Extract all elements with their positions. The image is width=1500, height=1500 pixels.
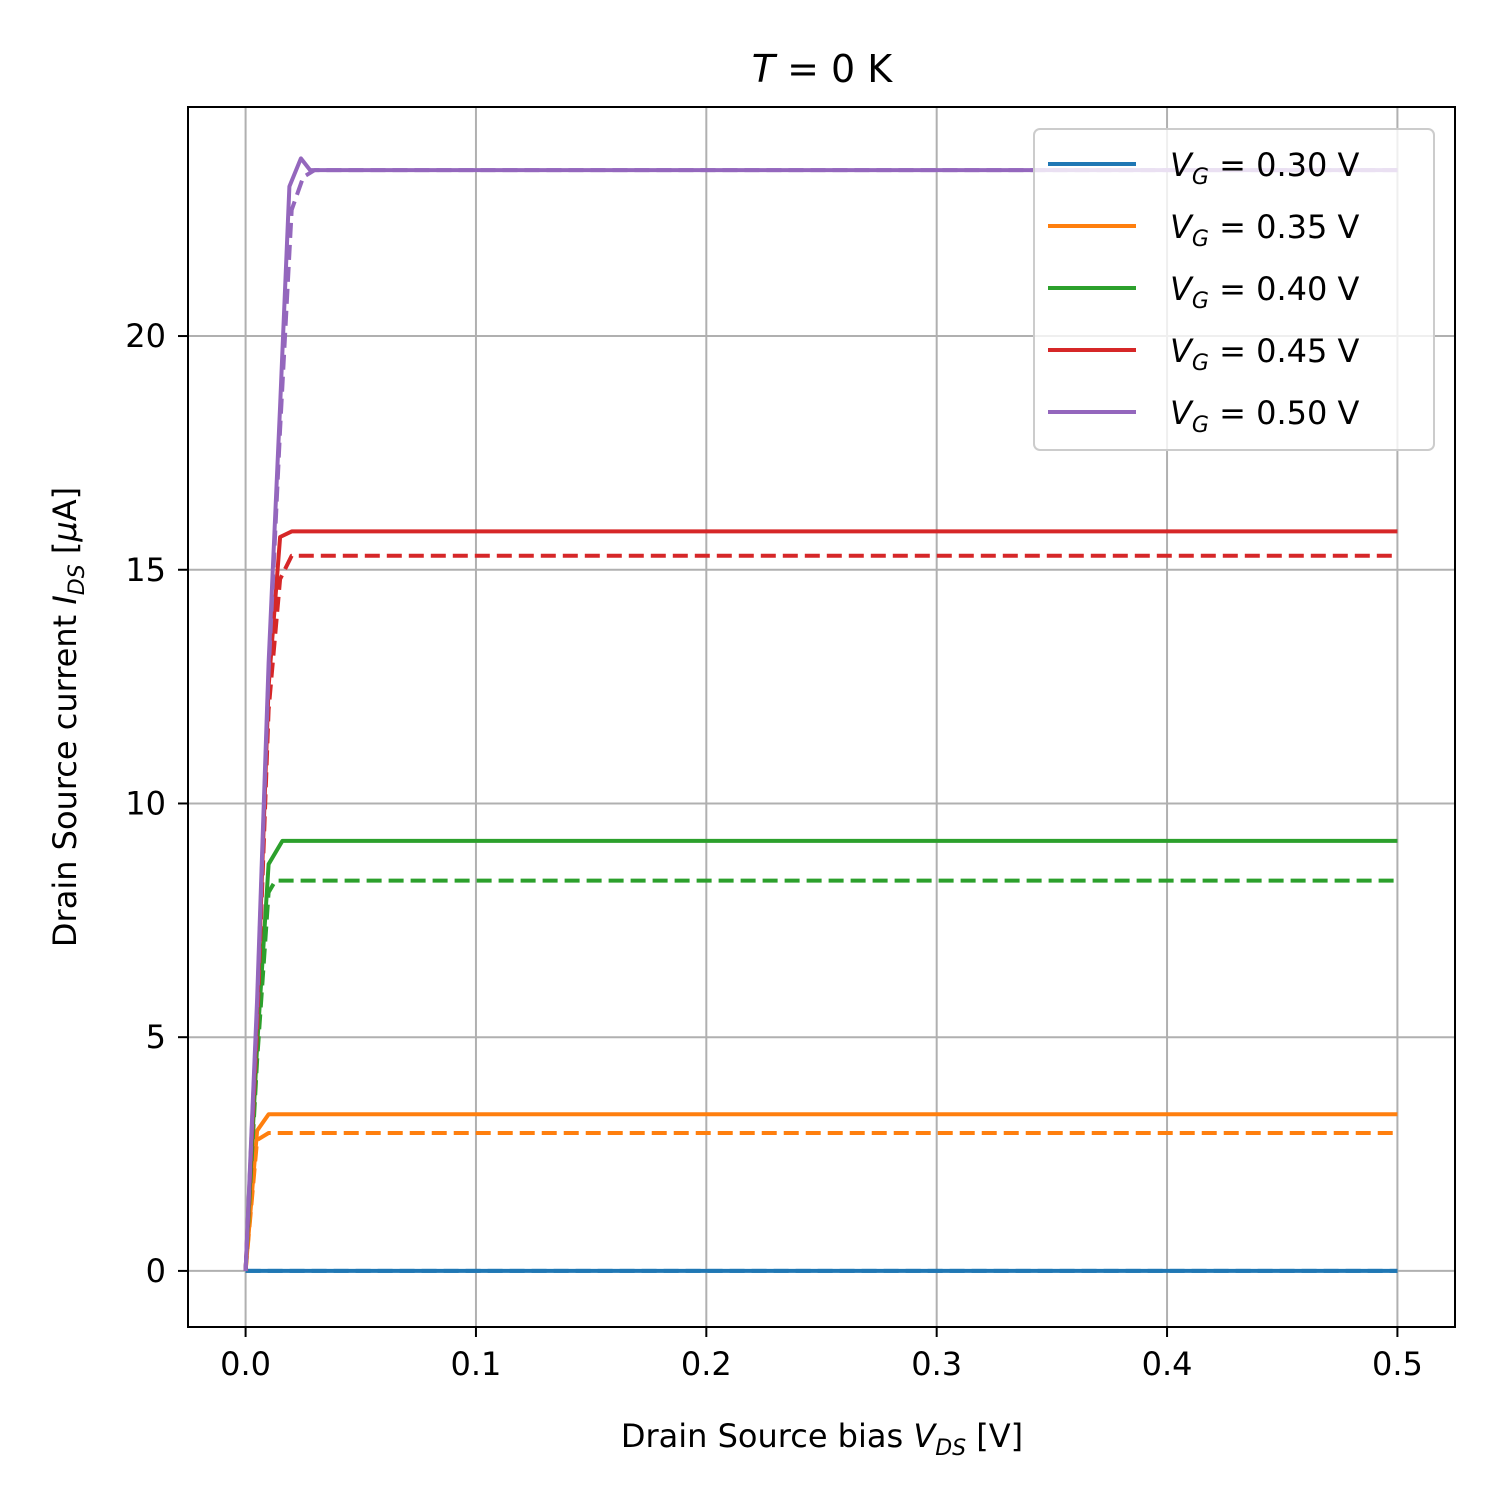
- x-tick-label: 0.3: [911, 1345, 962, 1383]
- axis-ticks: 0.0 0.1 0.2 0.3 0.4 0.5 0 5 10 15 20: [125, 317, 1423, 1383]
- legend-label: VG = 0.40 V: [1170, 270, 1360, 314]
- legend-label: VG = 0.35 V: [1170, 208, 1360, 252]
- legend-label: VG = 0.50 V: [1170, 394, 1360, 438]
- y-axis-label: Drain Source current IDS [μA]: [46, 487, 90, 947]
- y-tick-label: 20: [125, 317, 166, 355]
- series-1-dashed-line: [243, 1131, 1398, 1272]
- x-tick-label: 0.5: [1372, 1345, 1423, 1383]
- x-tick-label: 0.0: [220, 1345, 271, 1383]
- x-axis-label: Drain Source bias VDS [V]: [621, 1417, 1023, 1461]
- y-tick-label: 10: [125, 784, 166, 822]
- plot-lines: [243, 156, 1398, 1273]
- legend-box: [1033, 128, 1435, 451]
- y-tick-label: 15: [125, 551, 166, 589]
- series-4-solid-line: [243, 156, 1398, 1271]
- x-tick-label: 0.2: [681, 1345, 732, 1383]
- legend-label: VG = 0.45 V: [1170, 332, 1360, 376]
- y-tick-label: 5: [146, 1018, 166, 1056]
- legend: VG = 0.30 V VG = 0.35 V VG = 0.40 V VG = 0.…: [1033, 128, 1435, 451]
- x-tick-label: 0.1: [451, 1345, 502, 1383]
- y-tick-label: 0: [146, 1252, 166, 1290]
- x-tick-label: 0.4: [1142, 1345, 1193, 1383]
- legend-label: VG = 0.30 V: [1170, 146, 1360, 190]
- axes-frame: [187, 106, 1456, 1328]
- chart-title: T = 0 K: [752, 47, 893, 91]
